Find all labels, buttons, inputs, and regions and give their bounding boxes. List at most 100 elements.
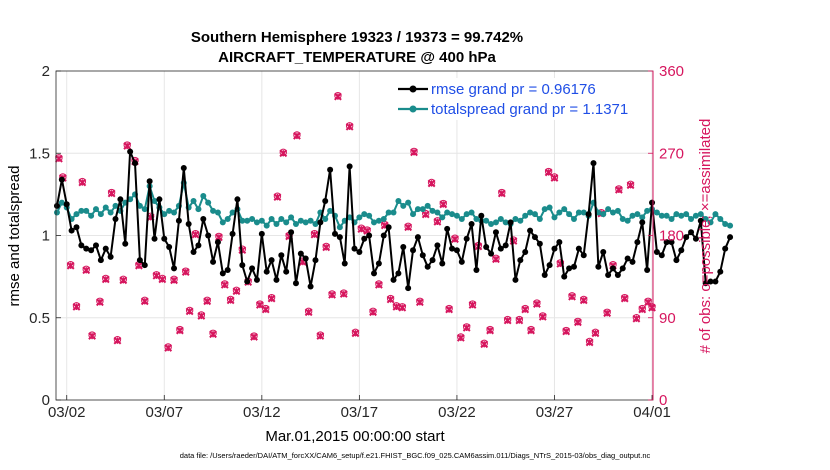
totalspread-point bbox=[580, 209, 587, 216]
rmse-point bbox=[434, 242, 441, 249]
rmse-point bbox=[88, 247, 95, 254]
totalspread-point bbox=[429, 207, 436, 214]
obs-assimilated-point bbox=[503, 316, 512, 325]
rmse-point bbox=[492, 229, 499, 236]
totalspread-point bbox=[268, 216, 275, 223]
rmse-point bbox=[73, 224, 80, 231]
totalspread-point bbox=[336, 224, 343, 231]
obs-assimilated-point bbox=[579, 296, 588, 305]
totalspread-point bbox=[214, 209, 221, 216]
totalspread-point bbox=[151, 197, 158, 204]
obs-assimilated-point bbox=[369, 308, 377, 317]
rmse-point bbox=[375, 260, 382, 267]
x-tick-label: 03/17 bbox=[341, 404, 379, 421]
rmse-point bbox=[356, 248, 363, 255]
totalspread-point bbox=[624, 217, 631, 224]
totalspread-point bbox=[307, 217, 314, 224]
totalspread-point bbox=[395, 197, 402, 204]
obs-assimilated-point bbox=[113, 336, 122, 345]
obs-assimilated-point bbox=[135, 261, 143, 270]
rmse-point bbox=[175, 217, 182, 224]
totalspread-point bbox=[200, 193, 207, 200]
totalspread-point bbox=[492, 219, 499, 226]
totalspread-point bbox=[371, 219, 378, 226]
x-axis-label: Mar.01,2015 00:00:00 start bbox=[265, 428, 445, 445]
totalspread-point bbox=[561, 206, 568, 213]
totalspread-point bbox=[73, 211, 80, 218]
obs-assimilated-point bbox=[191, 230, 200, 239]
totalspread-point bbox=[619, 216, 626, 223]
obs-assimilated-point bbox=[95, 298, 104, 307]
rmse-point bbox=[575, 245, 582, 252]
rmse-point bbox=[146, 178, 153, 185]
totalspread-point bbox=[405, 199, 412, 206]
rmse-point bbox=[424, 263, 431, 270]
totalspread-point bbox=[283, 219, 290, 226]
obs-assimilated-point bbox=[209, 330, 217, 339]
totalspread-point bbox=[136, 202, 143, 209]
totalspread-point bbox=[390, 209, 397, 216]
obs-assimilated-point bbox=[527, 326, 535, 335]
obs-assimilated-point bbox=[644, 298, 653, 307]
totalspread-point bbox=[263, 222, 270, 229]
totalspread-point bbox=[668, 216, 675, 223]
rmse-point bbox=[439, 260, 446, 267]
rmse-point bbox=[717, 268, 724, 275]
title-line-1: Southern Hemisphere 19323 / 19373 = 99.7… bbox=[191, 29, 523, 46]
rmse-point bbox=[92, 242, 99, 249]
obs-assimilated-point bbox=[410, 148, 418, 157]
obs-assimilated-point bbox=[82, 266, 91, 275]
rmse-point bbox=[507, 219, 514, 226]
rmse-point bbox=[58, 176, 65, 183]
totalspread-point bbox=[273, 220, 280, 227]
totalspread-point bbox=[444, 209, 451, 216]
obs-assimilated-point bbox=[421, 210, 430, 219]
rmse-point bbox=[263, 268, 270, 275]
rmse-point bbox=[702, 280, 709, 287]
totalspread-point bbox=[366, 212, 373, 219]
rmse-point bbox=[551, 245, 558, 252]
legend-totalspread-label: totalspread grand pr = 1.1371 bbox=[431, 101, 628, 118]
y-axis-left-label: rmse and totalspread bbox=[6, 166, 23, 307]
rmse-point bbox=[405, 285, 412, 292]
rmse-point bbox=[468, 220, 475, 227]
rmse-point bbox=[605, 271, 612, 278]
rmse-point bbox=[683, 234, 690, 241]
obs-assimilated-point bbox=[66, 261, 75, 270]
totalspread-point bbox=[551, 214, 558, 221]
obs-assimilated-point bbox=[415, 298, 424, 307]
rmse-point bbox=[327, 166, 334, 173]
rmse-point bbox=[68, 227, 75, 234]
rmse-point bbox=[307, 283, 314, 290]
totalspread-point bbox=[166, 207, 173, 214]
totalspread-point bbox=[210, 207, 217, 214]
rmse-point bbox=[488, 250, 495, 257]
rmse-point bbox=[463, 235, 470, 242]
rmse-point bbox=[112, 216, 119, 223]
obs-assimilated-point bbox=[170, 276, 178, 285]
obs-assimilated-point bbox=[614, 185, 623, 194]
totalspread-point bbox=[92, 206, 99, 213]
rmse-point bbox=[624, 255, 631, 262]
totalspread-point bbox=[600, 211, 607, 218]
rmse-point bbox=[151, 235, 158, 242]
y-left-tick-label: 2 bbox=[42, 63, 50, 80]
rmse-point bbox=[429, 257, 436, 264]
totalspread-point bbox=[702, 216, 709, 223]
rmse-point bbox=[380, 232, 387, 239]
totalspread-point bbox=[570, 216, 577, 223]
obs-assimilated-point bbox=[123, 142, 132, 150]
totalspread-point bbox=[610, 209, 617, 216]
obs-assimilated-point bbox=[107, 189, 116, 198]
x-tick-label: 03/22 bbox=[438, 404, 476, 421]
rmse-point bbox=[497, 245, 504, 252]
totalspread-point bbox=[692, 212, 699, 219]
rmse-point bbox=[561, 273, 568, 280]
totalspread-point bbox=[629, 212, 636, 219]
rmse-point bbox=[351, 245, 358, 252]
totalspread-point bbox=[112, 202, 119, 209]
obs-assimilated-point bbox=[158, 275, 167, 284]
rmse-point bbox=[610, 265, 617, 272]
obs-assimilated-point bbox=[267, 294, 276, 303]
totalspread-point bbox=[605, 206, 612, 213]
